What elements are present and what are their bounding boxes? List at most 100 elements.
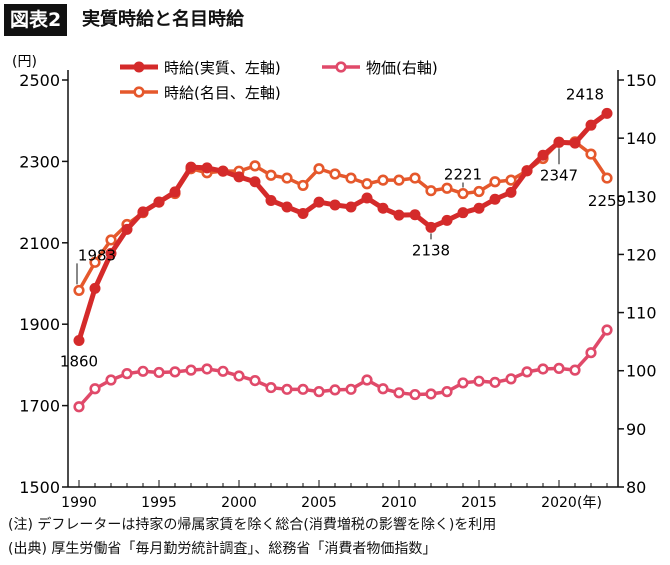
data-point <box>249 160 261 172</box>
data-point <box>601 172 613 184</box>
x-tick-label: 2010 <box>381 495 417 511</box>
right-tick-label: 90 <box>626 420 646 439</box>
data-point <box>233 171 245 183</box>
data-point <box>345 172 357 184</box>
data-point <box>425 388 437 400</box>
data-point <box>89 256 101 268</box>
data-point <box>505 186 517 198</box>
data-point <box>505 373 517 385</box>
x-tick-label: 2000 <box>221 495 257 511</box>
data-point <box>329 168 341 180</box>
data-point <box>601 324 613 336</box>
data-point <box>393 174 405 186</box>
data-point <box>473 202 485 214</box>
data-point <box>281 383 293 395</box>
data-label: 2347 <box>540 166 578 184</box>
data-point <box>217 165 229 177</box>
data-point <box>553 362 565 374</box>
data-point <box>217 365 229 377</box>
data-point <box>505 174 517 186</box>
data-point <box>265 194 277 206</box>
data-point <box>313 163 325 175</box>
data-point <box>249 374 261 387</box>
data-point <box>329 199 341 211</box>
data-point <box>73 334 85 346</box>
legend-marker <box>335 61 347 73</box>
source-text: (出典) 厚生労働省「毎月勤労統計調査」、総務省「消費者物価指数」 <box>8 541 437 557</box>
data-label: 2259 <box>588 192 626 210</box>
data-point <box>361 178 373 190</box>
data-point <box>585 347 597 359</box>
legend-marker <box>133 86 145 98</box>
data-point <box>409 172 421 184</box>
data-point <box>521 165 533 177</box>
data-point <box>297 207 309 219</box>
x-tick-label: 1995 <box>141 495 177 511</box>
data-point <box>137 206 149 218</box>
data-point <box>441 182 453 194</box>
data-point <box>345 201 357 213</box>
data-point <box>425 221 437 233</box>
data-point <box>265 169 277 181</box>
data-point <box>185 364 197 376</box>
data-point <box>121 368 133 380</box>
right-tick-label: 150 <box>626 71 657 90</box>
data-point <box>569 137 581 149</box>
data-point <box>297 383 309 395</box>
legend-label: 時給(名目、左軸) <box>164 84 281 102</box>
data-point <box>457 207 469 219</box>
data-label: 2221 <box>444 166 482 184</box>
legend-marker <box>133 61 145 73</box>
data-point <box>473 185 485 198</box>
right-tick-label: 140 <box>626 129 657 148</box>
data-point <box>345 383 357 395</box>
left-tick-label: 1900 <box>19 315 60 334</box>
data-point <box>105 374 117 386</box>
data-point <box>169 186 181 198</box>
data-point <box>281 201 293 213</box>
data-point <box>537 149 549 161</box>
data-point <box>585 119 597 131</box>
data-point <box>553 136 565 148</box>
data-point <box>457 187 469 200</box>
right-tick-label: 120 <box>626 245 657 264</box>
series-line-1 <box>77 140 609 292</box>
data-point <box>121 223 133 235</box>
data-point <box>409 209 421 221</box>
data-point <box>489 193 501 205</box>
left-tick-label: 2300 <box>19 152 60 171</box>
data-point <box>361 374 373 386</box>
data-point <box>137 365 149 377</box>
right-tick-label: 130 <box>626 187 657 206</box>
data-point <box>393 209 405 221</box>
data-point <box>585 148 597 160</box>
data-point <box>201 363 213 375</box>
data-point <box>73 401 85 413</box>
data-point <box>105 247 117 259</box>
legend-label: 物価(右軸) <box>366 59 438 77</box>
data-point <box>569 364 581 376</box>
data-label: 1983 <box>78 246 116 264</box>
data-point <box>89 282 101 294</box>
x-axis-unit: (年) <box>577 495 602 511</box>
data-point <box>473 375 485 387</box>
chart-title: 実質時給と名目時給 <box>82 9 244 30</box>
data-point <box>73 284 85 297</box>
data-point <box>297 179 309 192</box>
left-axis-unit: (円) <box>12 54 37 70</box>
note-text: (注) デフレーターは持家の帰属家賃を除く総合(消費増税の影響を除く)を利用 <box>8 517 497 533</box>
right-tick-label: 80 <box>626 478 646 497</box>
data-label: 2138 <box>412 241 450 259</box>
data-point <box>153 196 165 208</box>
right-tick-label: 100 <box>626 362 657 381</box>
data-point <box>537 363 549 375</box>
data-point <box>89 383 101 395</box>
data-point <box>489 376 501 388</box>
x-tick-label: 1990 <box>61 495 97 511</box>
data-point <box>441 386 453 398</box>
left-tick-label: 1500 <box>19 478 60 497</box>
figure-label: 図表2 <box>4 4 68 36</box>
data-point <box>377 174 389 186</box>
x-tick-label: 2005 <box>301 495 337 511</box>
